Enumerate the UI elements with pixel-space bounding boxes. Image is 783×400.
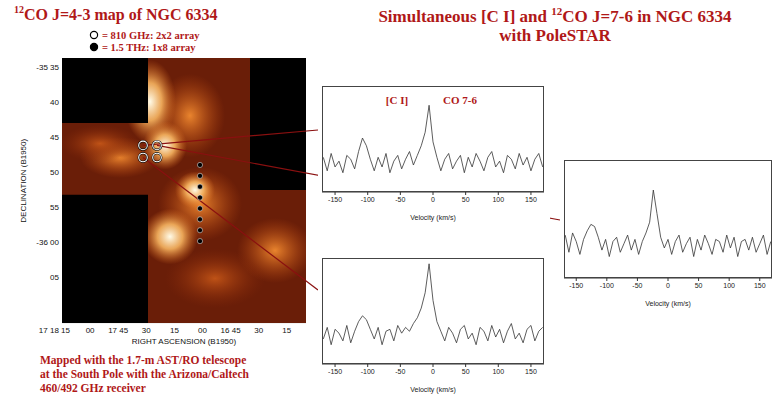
svg-text:00: 00 — [198, 326, 207, 335]
svg-text:50: 50 — [462, 368, 470, 375]
svg-text:-150: -150 — [569, 282, 583, 289]
svg-text:17 45: 17 45 — [108, 326, 129, 335]
svg-text:17 18 15: 17 18 15 — [39, 326, 71, 335]
svg-text:460/492 GHz receiver: 460/492 GHz receiver — [40, 382, 146, 394]
svg-text:Velocity (km/s): Velocity (km/s) — [645, 300, 691, 308]
svg-text:-100: -100 — [361, 196, 375, 203]
svg-text:DECLINATION (B1950): DECLINATION (B1950) — [19, 138, 28, 222]
svg-text:100: 100 — [723, 282, 735, 289]
svg-text:-100: -100 — [600, 282, 614, 289]
svg-text:16 45: 16 45 — [221, 326, 242, 335]
svg-text:15: 15 — [170, 326, 179, 335]
svg-text:150: 150 — [525, 196, 537, 203]
svg-text:-150: -150 — [328, 196, 342, 203]
svg-text:at the South Pole with the Ari: at the South Pole with the Arizona/Calte… — [40, 368, 250, 380]
svg-text:55: 55 — [50, 203, 59, 212]
svg-text:100: 100 — [492, 368, 504, 375]
svg-text:150: 150 — [525, 368, 537, 375]
svg-text:50: 50 — [695, 282, 703, 289]
svg-text:-50: -50 — [395, 196, 405, 203]
svg-text:with PoleSTAR: with PoleSTAR — [499, 26, 611, 45]
svg-text:50: 50 — [462, 196, 470, 203]
svg-text:Velocity (km/s): Velocity (km/s) — [410, 386, 456, 394]
svg-text:45: 45 — [50, 133, 59, 142]
svg-text:= 1.5 THz: 1x8 array: = 1.5 THz: 1x8 array — [102, 42, 196, 53]
svg-text:-50: -50 — [395, 368, 405, 375]
svg-text:RIGHT ASCENSION (B1950): RIGHT ASCENSION (B1950) — [132, 337, 237, 346]
html-text:CO 7-6: CO 7-6 — [443, 94, 477, 106]
svg-text:0: 0 — [666, 282, 670, 289]
svg-text:50: 50 — [50, 168, 59, 177]
svg-text:-50: -50 — [632, 282, 642, 289]
html-text:[C I]: [C I] — [385, 94, 409, 106]
svg-text:30: 30 — [142, 326, 151, 335]
svg-text:-36 00: -36 00 — [36, 238, 59, 247]
svg-text:-35 35: -35 35 — [36, 63, 59, 72]
svg-text:150: 150 — [754, 282, 766, 289]
svg-text:-100: -100 — [361, 368, 375, 375]
svg-text:40: 40 — [50, 98, 59, 107]
svg-text:Velocity (km/s): Velocity (km/s) — [410, 214, 456, 222]
svg-text:0: 0 — [431, 196, 435, 203]
svg-text:= 810 GHz: 2x2 array: = 810 GHz: 2x2 array — [102, 30, 200, 41]
svg-text:15: 15 — [282, 326, 291, 335]
svg-text:-150: -150 — [328, 368, 342, 375]
svg-text:00: 00 — [86, 326, 95, 335]
svg-text:12CO J=4-3 map of NGC 6334: 12CO J=4-3 map of NGC 6334 — [14, 4, 218, 24]
svg-text:100: 100 — [492, 196, 504, 203]
svg-text:Mapped with the 1.7-m AST/RO t: Mapped with the 1.7-m AST/RO telescope — [40, 354, 246, 367]
svg-text:0: 0 — [431, 368, 435, 375]
svg-text:05: 05 — [50, 273, 59, 282]
svg-text:30: 30 — [254, 326, 263, 335]
svg-text:Simultaneous [C I] and 12CO J=: Simultaneous [C I] and 12CO J=7-6 in NGC… — [378, 5, 732, 26]
